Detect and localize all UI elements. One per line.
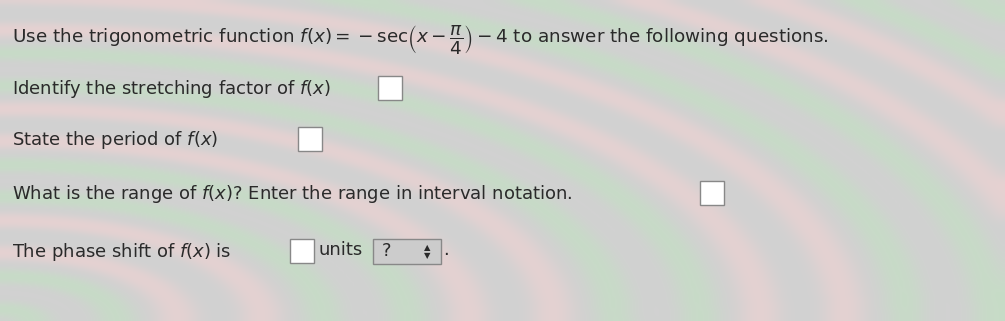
FancyBboxPatch shape	[378, 76, 402, 100]
Text: What is the range of $f(x)$? Enter the range in interval notation.: What is the range of $f(x)$? Enter the r…	[12, 183, 573, 205]
Text: Identify the stretching factor of $f(x)$: Identify the stretching factor of $f(x)$	[12, 78, 331, 100]
Text: Use the trigonometric function $f(x) = -\sec\!\left(x - \dfrac{\pi}{4}\right) - : Use the trigonometric function $f(x) = -…	[12, 23, 829, 56]
Text: The phase shift of $f(x)$ is: The phase shift of $f(x)$ is	[12, 241, 231, 263]
Text: units: units	[319, 241, 363, 259]
FancyBboxPatch shape	[373, 239, 441, 264]
FancyBboxPatch shape	[700, 181, 724, 205]
Text: .: .	[443, 241, 449, 259]
Text: ▲
▼: ▲ ▼	[424, 243, 430, 260]
FancyBboxPatch shape	[298, 127, 322, 151]
FancyBboxPatch shape	[290, 239, 314, 263]
Text: State the period of $f(x)$: State the period of $f(x)$	[12, 129, 218, 151]
Text: ?: ?	[382, 242, 392, 260]
